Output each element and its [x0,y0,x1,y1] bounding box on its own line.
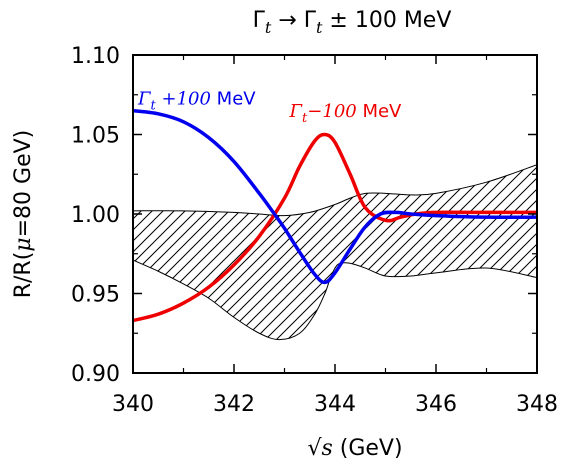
y-tick-label: 0.90 [71,362,120,387]
x-tick-label: 342 [213,392,255,417]
annotation-gamma: Γ [289,101,304,122]
uncertainty-band-lower [133,259,537,341]
annotation-unit: MeV [357,101,402,122]
annotation-unit: MeV [211,88,256,109]
uncertainty-band-fill [133,164,537,340]
annotation-plus: Γt +100 MeV [137,88,256,113]
y-tick-label: 1.00 [71,203,120,228]
x-tick-label: 340 [112,392,154,417]
x-axis-label: √s (GeV) [307,436,402,461]
y-axis-label: R/R(μ=80 GeV) [11,130,36,299]
y-tick-label: 1.10 [71,44,120,69]
annotation-op: −100 [307,101,356,122]
annotation-op: +100 [156,88,211,109]
x-tick-label: 344 [314,392,356,417]
chart-title: Γt → Γt ± 100 MeV [253,8,452,37]
uncertainty-band-upper [133,164,537,217]
x-tick-label: 346 [415,392,457,417]
y-tick-label: 0.95 [71,283,120,308]
x-tick-label: 348 [516,392,558,417]
annotation-minus: Γt−100 MeV [289,101,403,126]
series-line-plus [133,108,537,285]
annotation-sub: t [302,111,308,126]
y-tick-label: 1.05 [71,124,120,149]
annotation-gamma: Γ [137,88,152,109]
annotation-sub: t [151,98,157,113]
